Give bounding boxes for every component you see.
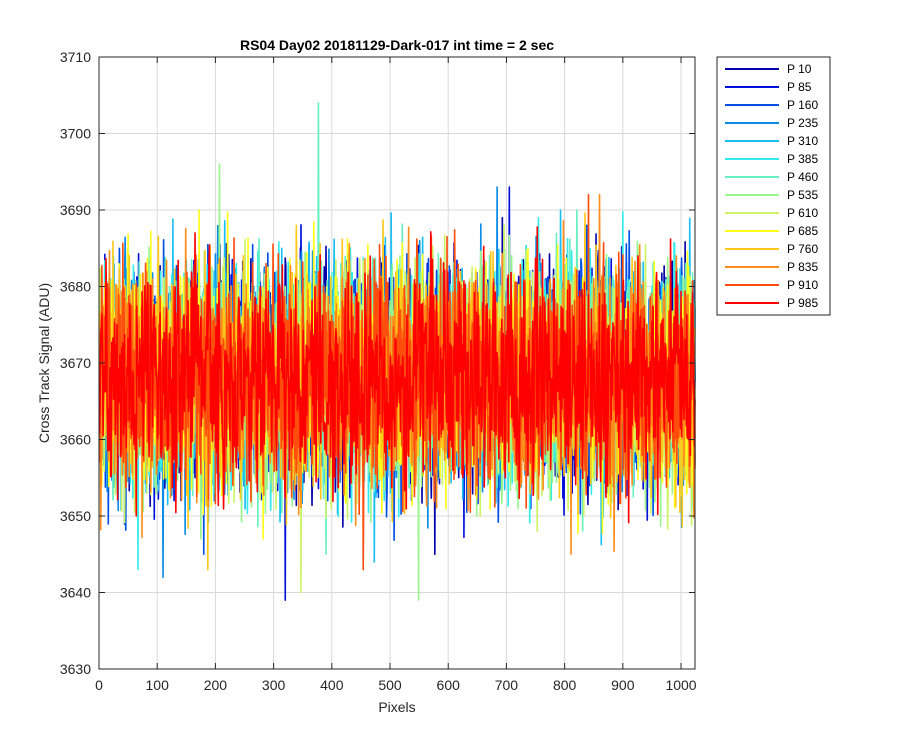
y-tick-label: 3680 [60, 279, 91, 295]
x-tick-label: 0 [95, 677, 103, 693]
legend-label: P 385 [787, 152, 818, 166]
y-tick-label: 3690 [60, 202, 91, 218]
y-axis-label: Cross Track Signal (ADU) [36, 283, 52, 443]
x-tick-label: 500 [378, 677, 402, 693]
y-tick-label: 3700 [60, 126, 91, 142]
legend-label: P 610 [787, 206, 818, 220]
series-line [98, 226, 696, 524]
legend-label: P 760 [787, 242, 818, 256]
legend-box [716, 56, 831, 316]
x-axis-label: Pixels [378, 699, 415, 715]
legend-label: P 535 [787, 188, 818, 202]
x-tick-label: 700 [495, 677, 519, 693]
legend-label: P 910 [787, 278, 818, 292]
x-tick-label: 400 [320, 677, 344, 693]
x-tick-label: 100 [146, 677, 170, 693]
legend-label: P 685 [787, 224, 818, 238]
x-tick-label: 1000 [665, 677, 696, 693]
x-tick-label: 600 [437, 677, 461, 693]
y-tick-label: 3650 [60, 508, 91, 524]
x-tick-label: 900 [611, 677, 635, 693]
ticks: 0 100 200 300 400 500 600 700 800 900 1000 3630 3640… [60, 49, 697, 693]
legend-label: P 310 [787, 134, 818, 148]
y-tick-label: 3640 [60, 585, 91, 601]
legend-label: P 835 [787, 260, 818, 274]
legend-label: P 160 [787, 98, 818, 112]
chart-title: RS04 Day02 20181129-Dark-017 int time = … [240, 37, 554, 53]
x-tick-label: 300 [262, 677, 286, 693]
legend-label: P 235 [787, 116, 818, 130]
y-tick-label: 3630 [60, 661, 91, 677]
legend-label: P 460 [787, 170, 818, 184]
x-tick-label: 800 [553, 677, 577, 693]
legend-label: P 10 [787, 62, 812, 76]
x-tick-label: 200 [204, 677, 228, 693]
legend-label: P 85 [787, 80, 812, 94]
y-tick-label: 3710 [60, 49, 91, 65]
legend-label: P 985 [787, 296, 818, 310]
series-group [98, 102, 696, 601]
y-tick-label: 3660 [60, 432, 91, 448]
legend: P 10 P 85 P 160 P 235 P 310 P 385 P 460 P 535 P … [716, 56, 831, 316]
y-tick-label: 3670 [60, 355, 91, 371]
